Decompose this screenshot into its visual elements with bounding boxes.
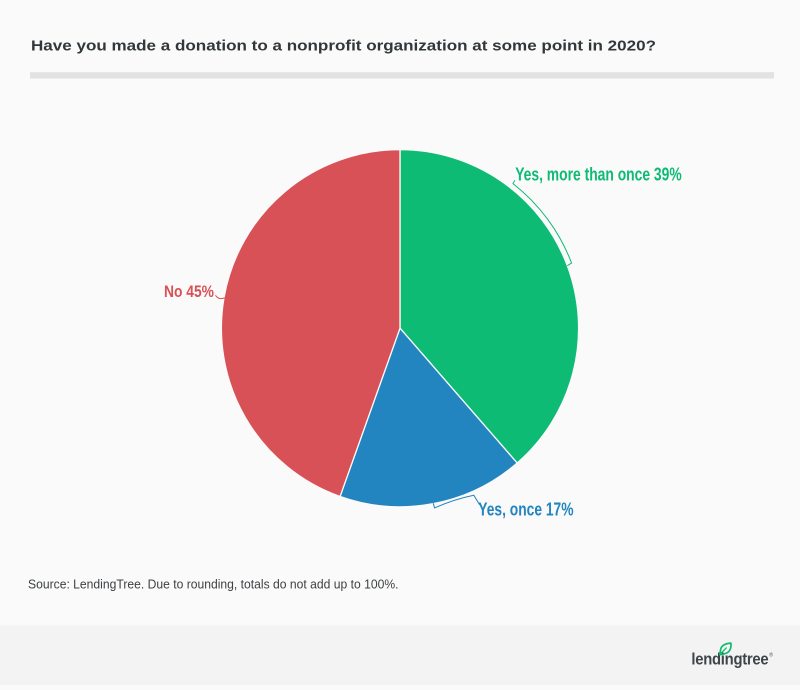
svg-text:Yes, more than once 39%: Yes, more than once 39%	[515, 165, 682, 185]
svg-text:Yes, once 17%: Yes, once 17%	[478, 499, 573, 519]
svg-text:No 45%: No 45%	[164, 282, 214, 301]
svg-text:Have you made a donation to a: Have you made a donation to a nonprofit …	[31, 37, 656, 54]
svg-text:lendingtree: lendingtree	[691, 650, 768, 668]
svg-text:Source: LendingTree. Due to ro: Source: LendingTree. Due to rounding, to…	[28, 577, 399, 591]
svg-text:®: ®	[769, 651, 773, 658]
